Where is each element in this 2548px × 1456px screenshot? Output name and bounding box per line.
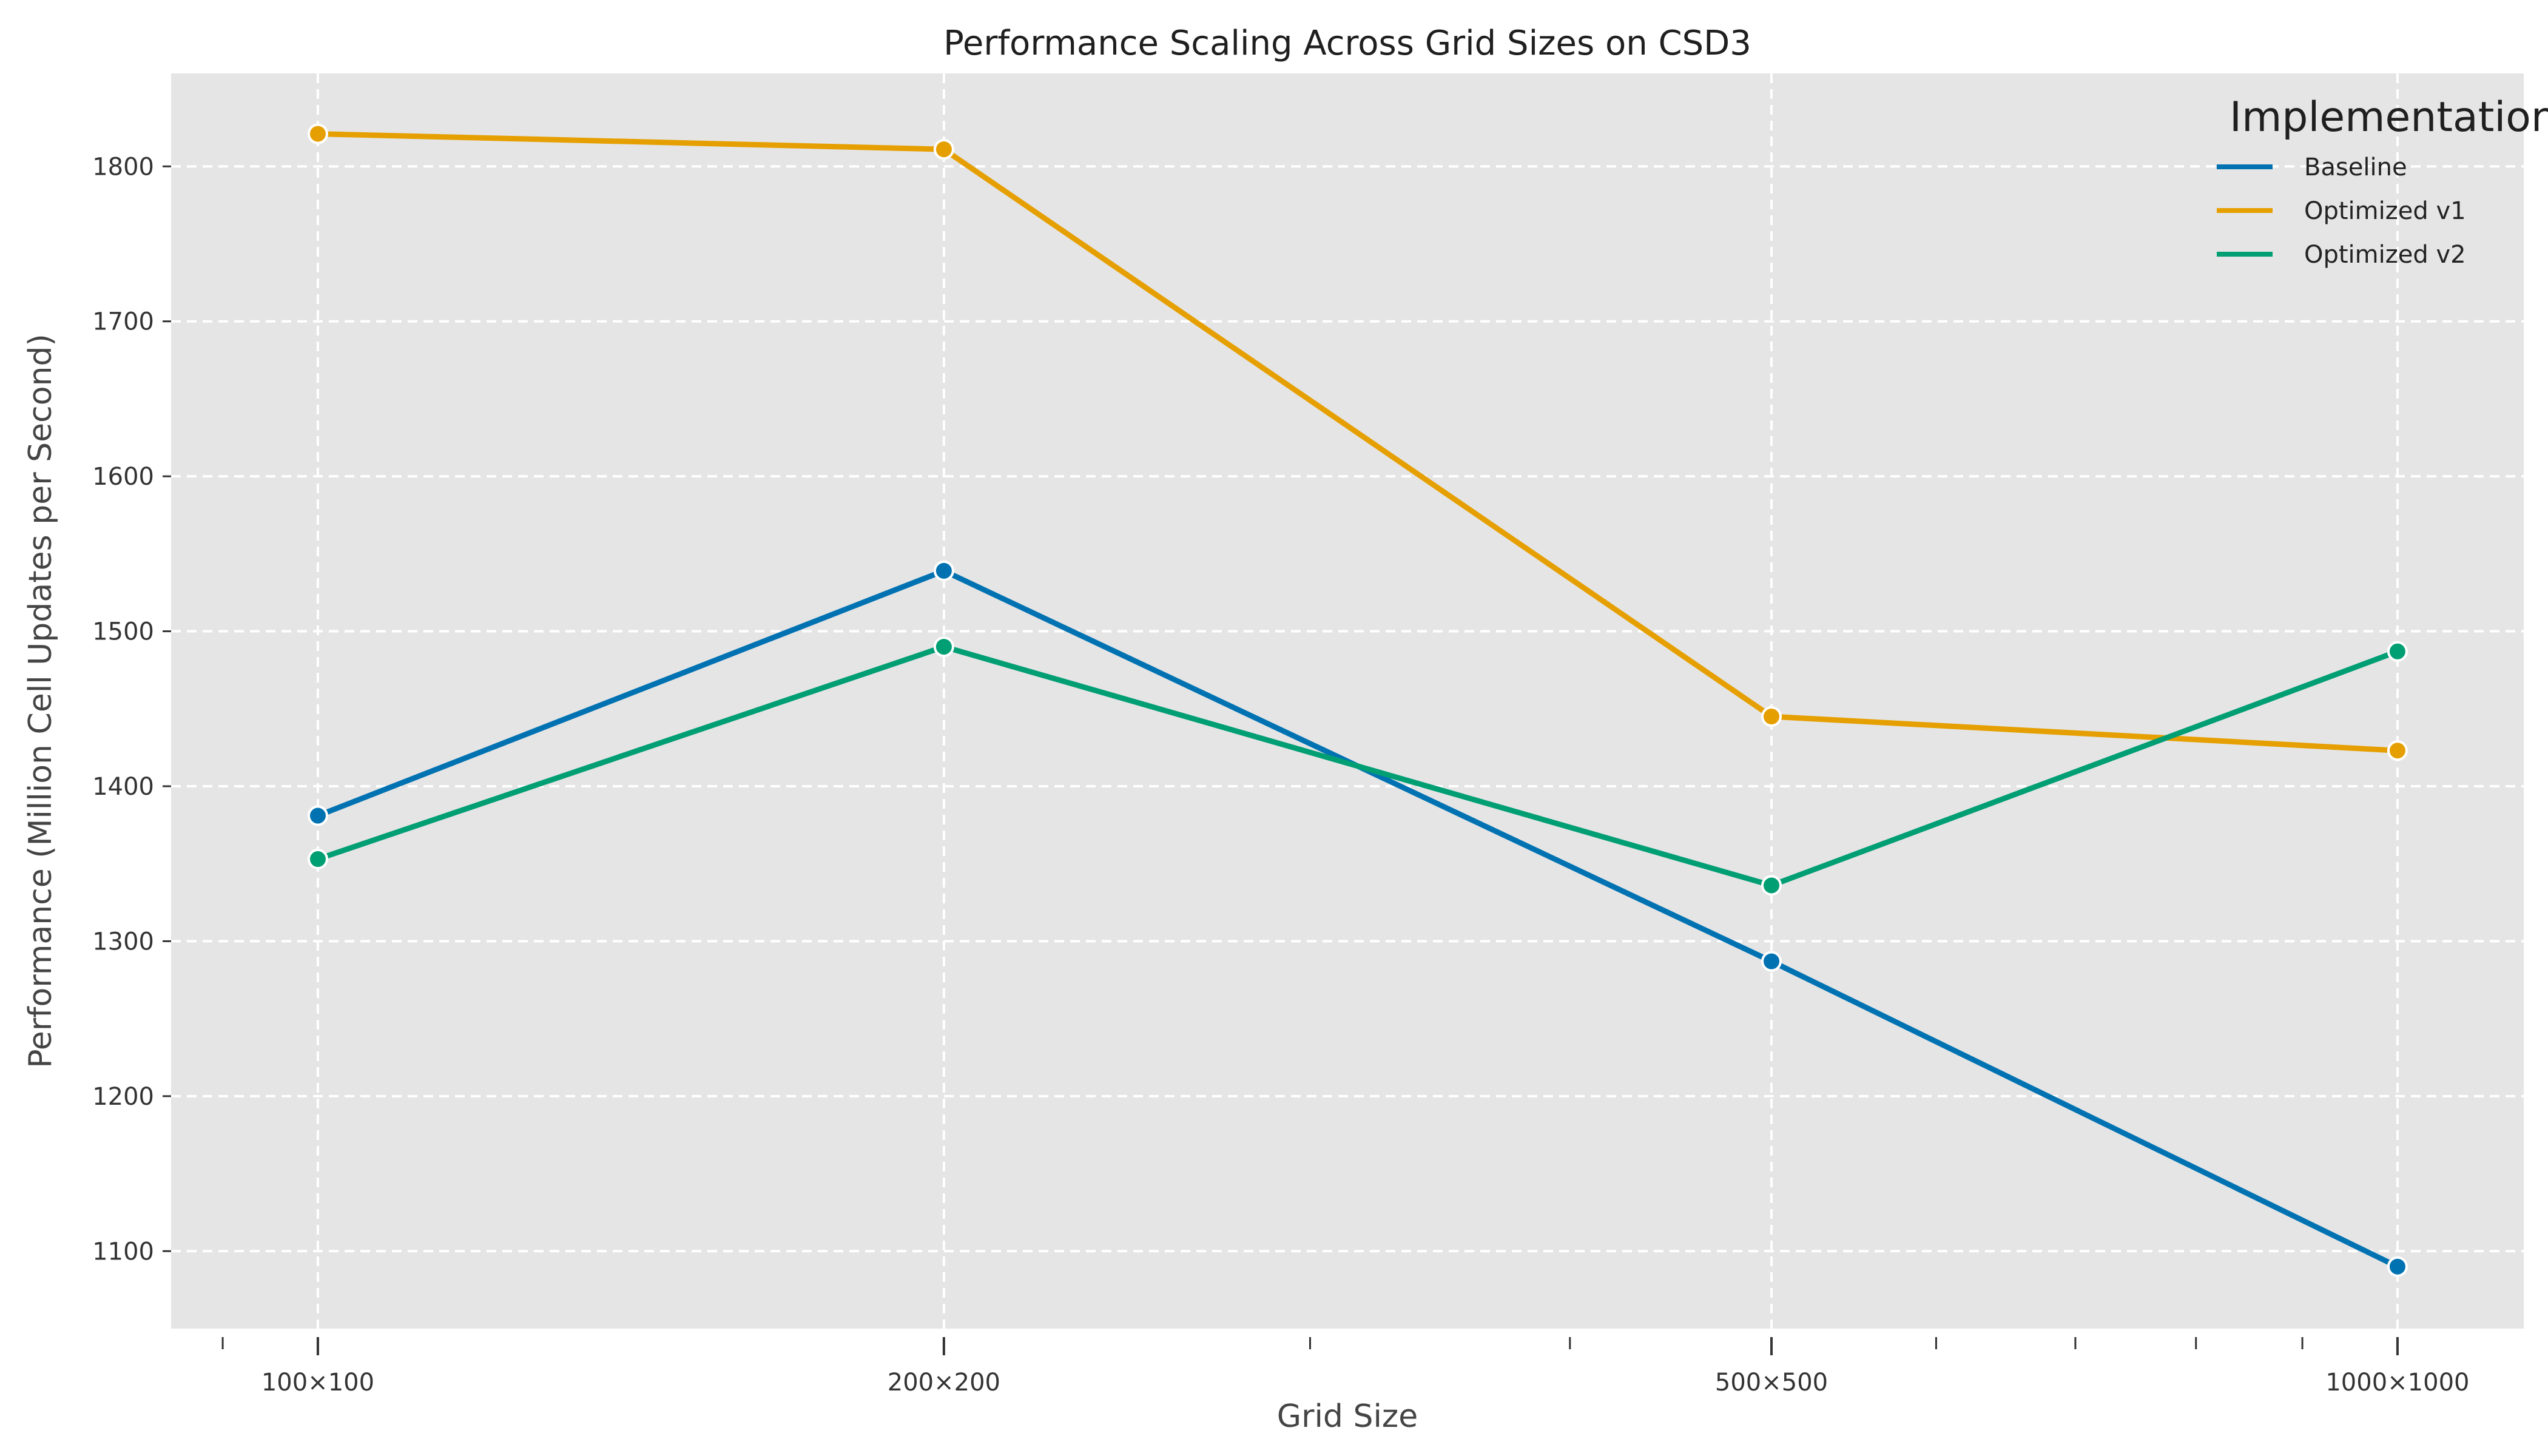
y-tick-label: 1300 [92, 928, 154, 956]
y-tick-label: 1600 [92, 463, 154, 491]
series-line [315, 131, 2401, 753]
data-point [1761, 875, 1782, 896]
data-point [933, 139, 954, 160]
legend-entry: Baseline [2304, 153, 2407, 181]
legend-title: Implementation [2230, 93, 2548, 141]
x-tick-label: 500×500 [1715, 1369, 1828, 1397]
x-tick-label: 1000×1000 [2325, 1369, 2469, 1397]
series-line [315, 644, 2401, 888]
grid-lines [171, 73, 2524, 1329]
data-point [307, 805, 328, 826]
data-point [2387, 740, 2408, 761]
y-tick-label: 1400 [92, 773, 154, 801]
data-point [1761, 951, 1782, 972]
x-tick-label: 100×100 [261, 1369, 374, 1397]
plot-area [171, 73, 2524, 1329]
legend-entry: Optimized v1 [2304, 197, 2466, 225]
y-tick-label: 1700 [92, 308, 154, 336]
y-tick-label: 1500 [92, 618, 154, 646]
y-axis-label: Performance (Million Cell Updates per Se… [22, 334, 59, 1068]
chart-title: Performance Scaling Across Grid Sizes on… [943, 24, 1751, 63]
data-point [2387, 641, 2408, 662]
y-tick-label: 1100 [92, 1238, 154, 1266]
data-point [933, 636, 954, 658]
axis-ticks: 1100 1200 1300 1400 1500 1600 1700 1800 100×100 2… [92, 153, 2469, 1397]
data-point [933, 560, 954, 581]
data-point [2387, 1256, 2408, 1277]
y-tick-label: 1200 [92, 1083, 154, 1111]
y-tick-label: 1800 [92, 153, 154, 181]
series-lines [307, 123, 2408, 1277]
x-tick-label: 200×200 [888, 1369, 1000, 1397]
legend-entry: Optimized v2 [2304, 241, 2466, 269]
data-point [307, 123, 328, 144]
x-axis-label: Grid Size [1277, 1398, 1418, 1435]
data-point [307, 849, 328, 870]
data-point [1761, 706, 1782, 727]
legend: Implementation Baseline Optimized v1 Optim… [2217, 93, 2548, 269]
